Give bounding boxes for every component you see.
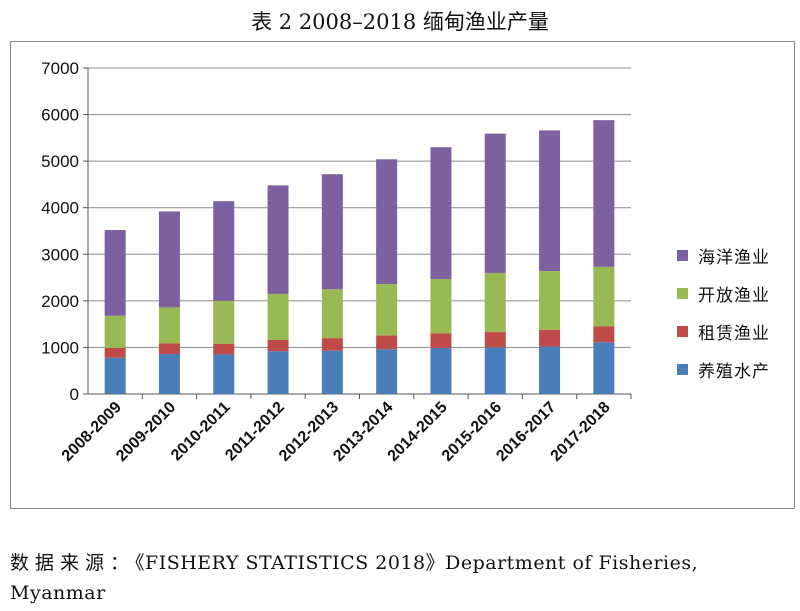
legend-swatch xyxy=(677,325,688,337)
bar-leasable xyxy=(539,329,561,347)
bar-aquaculture xyxy=(321,350,343,394)
bar-aquaculture xyxy=(484,347,506,394)
bar-open xyxy=(104,315,126,348)
x-tick-label: 2017-2018 xyxy=(548,399,614,465)
bar-leasable xyxy=(213,343,235,355)
bar-marine xyxy=(267,185,289,294)
bar-leasable xyxy=(484,332,506,348)
source-label: 数据来源： xyxy=(10,552,136,574)
y-tick-label: 4000 xyxy=(41,199,79,218)
bar-aquaculture xyxy=(430,347,452,394)
y-tick-label: 1000 xyxy=(41,338,79,357)
bar-marine xyxy=(593,120,615,267)
stacked-bar-chart: 010002000300040005000600070002008-200920… xyxy=(41,59,632,465)
bar-aquaculture xyxy=(593,342,615,394)
y-tick-label: 5000 xyxy=(41,152,79,171)
legend-swatch xyxy=(677,287,688,299)
bar-leasable xyxy=(430,333,452,348)
bar-open xyxy=(484,272,506,333)
bar-leasable xyxy=(376,335,398,350)
y-tick-label: 0 xyxy=(70,385,79,404)
legend-item: 海洋渔业 xyxy=(677,242,770,268)
bar-open xyxy=(267,293,289,340)
chart-title: 表 2 2008–2018 缅甸渔业产量 xyxy=(251,10,549,34)
bar-open xyxy=(213,300,235,344)
source-text: 《FISHERY STATISTICS 2018》Department of F… xyxy=(10,552,699,604)
source-note: 数据来源：《FISHERY STATISTICS 2018》Department… xyxy=(10,548,792,608)
y-tick-label: 2000 xyxy=(41,292,79,311)
bar-open xyxy=(376,284,398,336)
y-tick-label: 7000 xyxy=(41,59,79,78)
bar-open xyxy=(593,266,615,327)
bar-marine xyxy=(104,230,126,316)
legend-label: 租赁渔业 xyxy=(698,323,770,344)
bar-marine xyxy=(484,133,506,273)
bar-leasable xyxy=(321,338,343,351)
y-tick-label: 6000 xyxy=(41,106,79,125)
bar-aquaculture xyxy=(267,351,289,394)
bar-aquaculture xyxy=(158,353,180,394)
bar-aquaculture xyxy=(539,346,561,394)
bar-leasable xyxy=(267,339,289,352)
bar-marine xyxy=(430,147,452,279)
legend-swatch xyxy=(677,363,688,375)
bar-aquaculture xyxy=(376,349,398,394)
bar-open xyxy=(539,271,561,330)
bar-marine xyxy=(539,130,561,272)
chart-legend: 海洋渔业开放渔业租赁渔业养殖水产 xyxy=(677,242,770,394)
legend-item: 养殖水产 xyxy=(677,356,770,382)
chart-frame: 0 1000 2000 3000 4000 5000 6000 7000 2008-2009 20… xyxy=(10,41,795,509)
legend-swatch xyxy=(677,249,688,261)
legend-item: 租赁渔业 xyxy=(677,318,770,344)
bar-open xyxy=(321,289,343,339)
bar-aquaculture xyxy=(213,354,235,394)
bar-open xyxy=(158,307,180,344)
bar-marine xyxy=(213,201,235,301)
legend-label: 开放渔业 xyxy=(698,285,770,306)
bar-marine xyxy=(376,159,398,285)
bar-leasable xyxy=(104,347,126,358)
legend-item: 开放渔业 xyxy=(677,280,770,306)
y-tick-label: 3000 xyxy=(41,245,79,264)
legend-label: 海洋渔业 xyxy=(698,247,770,268)
bar-open xyxy=(430,278,452,334)
bar-aquaculture xyxy=(104,357,126,394)
bar-marine xyxy=(158,211,180,308)
bar-leasable xyxy=(593,326,615,343)
bar-marine xyxy=(321,174,343,290)
legend-label: 养殖水产 xyxy=(698,361,770,382)
bar-leasable xyxy=(158,343,180,354)
